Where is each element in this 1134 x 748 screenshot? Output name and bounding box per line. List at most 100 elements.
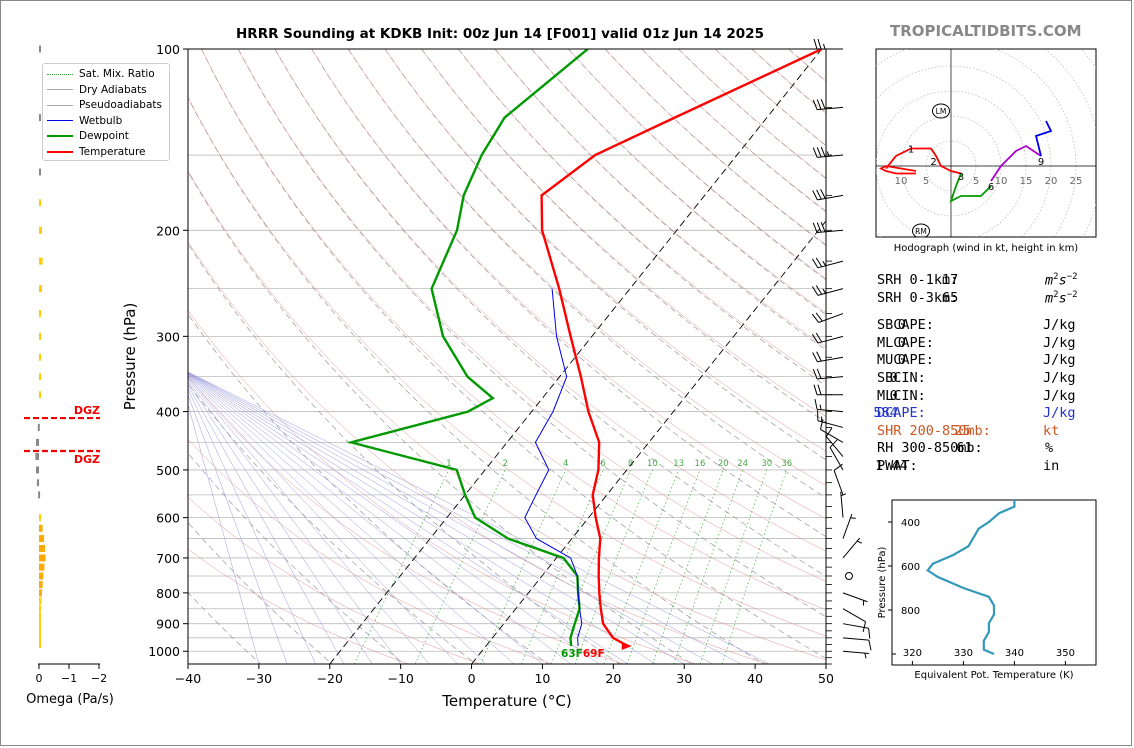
omega-bar: [36, 438, 39, 446]
moist-adiabat-line: [188, 374, 543, 664]
pseudoadiabat-line: [188, 96, 826, 637]
dry-adiabat-line: [457, 49, 826, 387]
wind-barb: [812, 146, 844, 158]
wind-barb: [825, 427, 844, 457]
pseudoadiabat-line: [348, 49, 826, 486]
hodograph-ring-label: 15: [1020, 176, 1033, 187]
index-label: DCAPE:: [877, 405, 926, 422]
wind-barb: [842, 592, 868, 606]
legend-item: Dry Adiabats: [47, 83, 147, 97]
omega-bar: [39, 257, 43, 265]
mixing-ratio-label: 6: [600, 459, 605, 469]
barb-flag: [812, 190, 818, 201]
moist-adiabat-line: [188, 382, 373, 664]
legend: Sat. Mix. Ratio Dry Adiabats Pseudoadiabat…: [42, 63, 170, 161]
moist-adiabat-line: [188, 394, 288, 664]
skewt-frame: [187, 48, 827, 665]
hodograph-ring-label: 25: [1070, 176, 1083, 187]
index-unit: in: [1043, 458, 1060, 474]
hodograph-body: 10 5 5 10 15 20 25 1 2 3 6 9 LM RM: [876, 49, 1096, 237]
x-tick-label: 0: [468, 671, 476, 686]
barb-flag: [811, 258, 819, 269]
x-tick-label: 30: [676, 671, 692, 686]
moist-adiabat-line: [188, 403, 260, 664]
index-label: SHR 200-850mb:: [877, 422, 991, 439]
index-value: 17: [942, 272, 959, 288]
barb-staff: [817, 260, 844, 269]
x-tick-label: 50: [818, 671, 834, 686]
index-row: SRH 0-3km: 65 m2s−2: [877, 290, 1078, 307]
barb-half-flag: [840, 493, 847, 497]
hodograph-height-label: 6: [988, 182, 994, 193]
brand-watermark: TROPICALTIDBITS.COM: [890, 22, 1082, 40]
index-row: SBCIN: 0 J/kg: [877, 370, 1076, 386]
moist-adiabat-line: [188, 380, 401, 664]
wind-barb: [813, 38, 843, 50]
omega-bar: [39, 114, 41, 122]
moist-adiabat-line: [188, 377, 458, 664]
index-row: MLCAPE: 0 J/kg: [877, 334, 1076, 351]
omega-x-label: Omega (Pa/s): [26, 692, 114, 707]
index-label: MLCAPE:: [877, 334, 934, 351]
index-row: SBCAPE: 0 J/kg: [877, 317, 1076, 333]
wind-barb: [812, 99, 844, 111]
barb-half-flag: [819, 404, 822, 410]
legend-item: Dewpoint: [47, 129, 129, 143]
index-unit: J/kg: [1043, 370, 1076, 386]
index-row: MUCAPE: 0 J/kg: [877, 352, 1076, 368]
x-tick-label: −20: [317, 671, 343, 686]
omega-bar: [39, 199, 41, 207]
wind-barb: [811, 257, 844, 269]
x-axis-label: Temperature (°C): [441, 692, 571, 710]
barb-half-flag: [864, 653, 867, 659]
barb-staff: [817, 408, 844, 413]
omega-bar: [39, 168, 41, 176]
omega-bar: [38, 491, 41, 499]
omega-bar: [39, 634, 41, 642]
theta-e-y-tick-label: 400: [901, 518, 920, 529]
y-tick-label: 500: [156, 463, 180, 478]
wind-barb: [829, 439, 844, 471]
omega-bar: [39, 563, 45, 571]
barb-half-flag: [822, 261, 827, 267]
moist-adiabat-line: [188, 374, 571, 664]
y-tick-label: 1000: [148, 644, 180, 659]
barb-half-flag: [856, 540, 863, 544]
wind-barb: [842, 650, 869, 659]
index-value: 584: [873, 405, 898, 422]
omega-bar: [39, 620, 41, 628]
pseudoadiabat-line: [494, 49, 826, 348]
index-unit: %: [1045, 440, 1054, 457]
x-tick-label: 10: [534, 671, 550, 686]
pseudoadiabat-line: [384, 49, 826, 452]
hodograph-trace: [885, 147, 962, 175]
barb-staff: [829, 447, 844, 471]
mixing-ratio-line: [721, 469, 788, 664]
omega-bar: [39, 605, 42, 613]
mixing-ratio-line: [480, 469, 567, 664]
chart-title: HRRR Sounding at KDKB Init: 00z Jun 14 […: [236, 26, 764, 42]
barb-flag: [816, 222, 822, 233]
y-tick-label: 800: [156, 586, 180, 601]
theta-e-x-tick-label: 340: [1005, 648, 1024, 659]
pseudoadiabat-line: [188, 170, 826, 661]
dgz-label: DGZ: [74, 404, 100, 417]
dry-adiabat-line: [188, 383, 477, 664]
surface-label: 63F69F: [561, 648, 605, 660]
moist-adiabat-line: [188, 372, 657, 664]
theta-e-x-tick-label: 320: [903, 648, 922, 659]
legend-swatch: [47, 73, 73, 75]
index-unit: kt: [1043, 422, 1060, 439]
mixing-ratio-line: [603, 469, 680, 664]
mixing-ratio-line: [353, 469, 450, 664]
barb-staff: [825, 436, 844, 457]
barb-staff: [842, 650, 869, 655]
barb-half-flag: [826, 151, 830, 157]
index-label: PWAT:: [877, 458, 918, 474]
omega-bar: [39, 285, 42, 293]
theta-e-line: [926, 500, 1016, 656]
omega-bar: [35, 453, 39, 461]
mixing-ratio-line: [626, 469, 701, 664]
barb-flag: [811, 286, 819, 296]
